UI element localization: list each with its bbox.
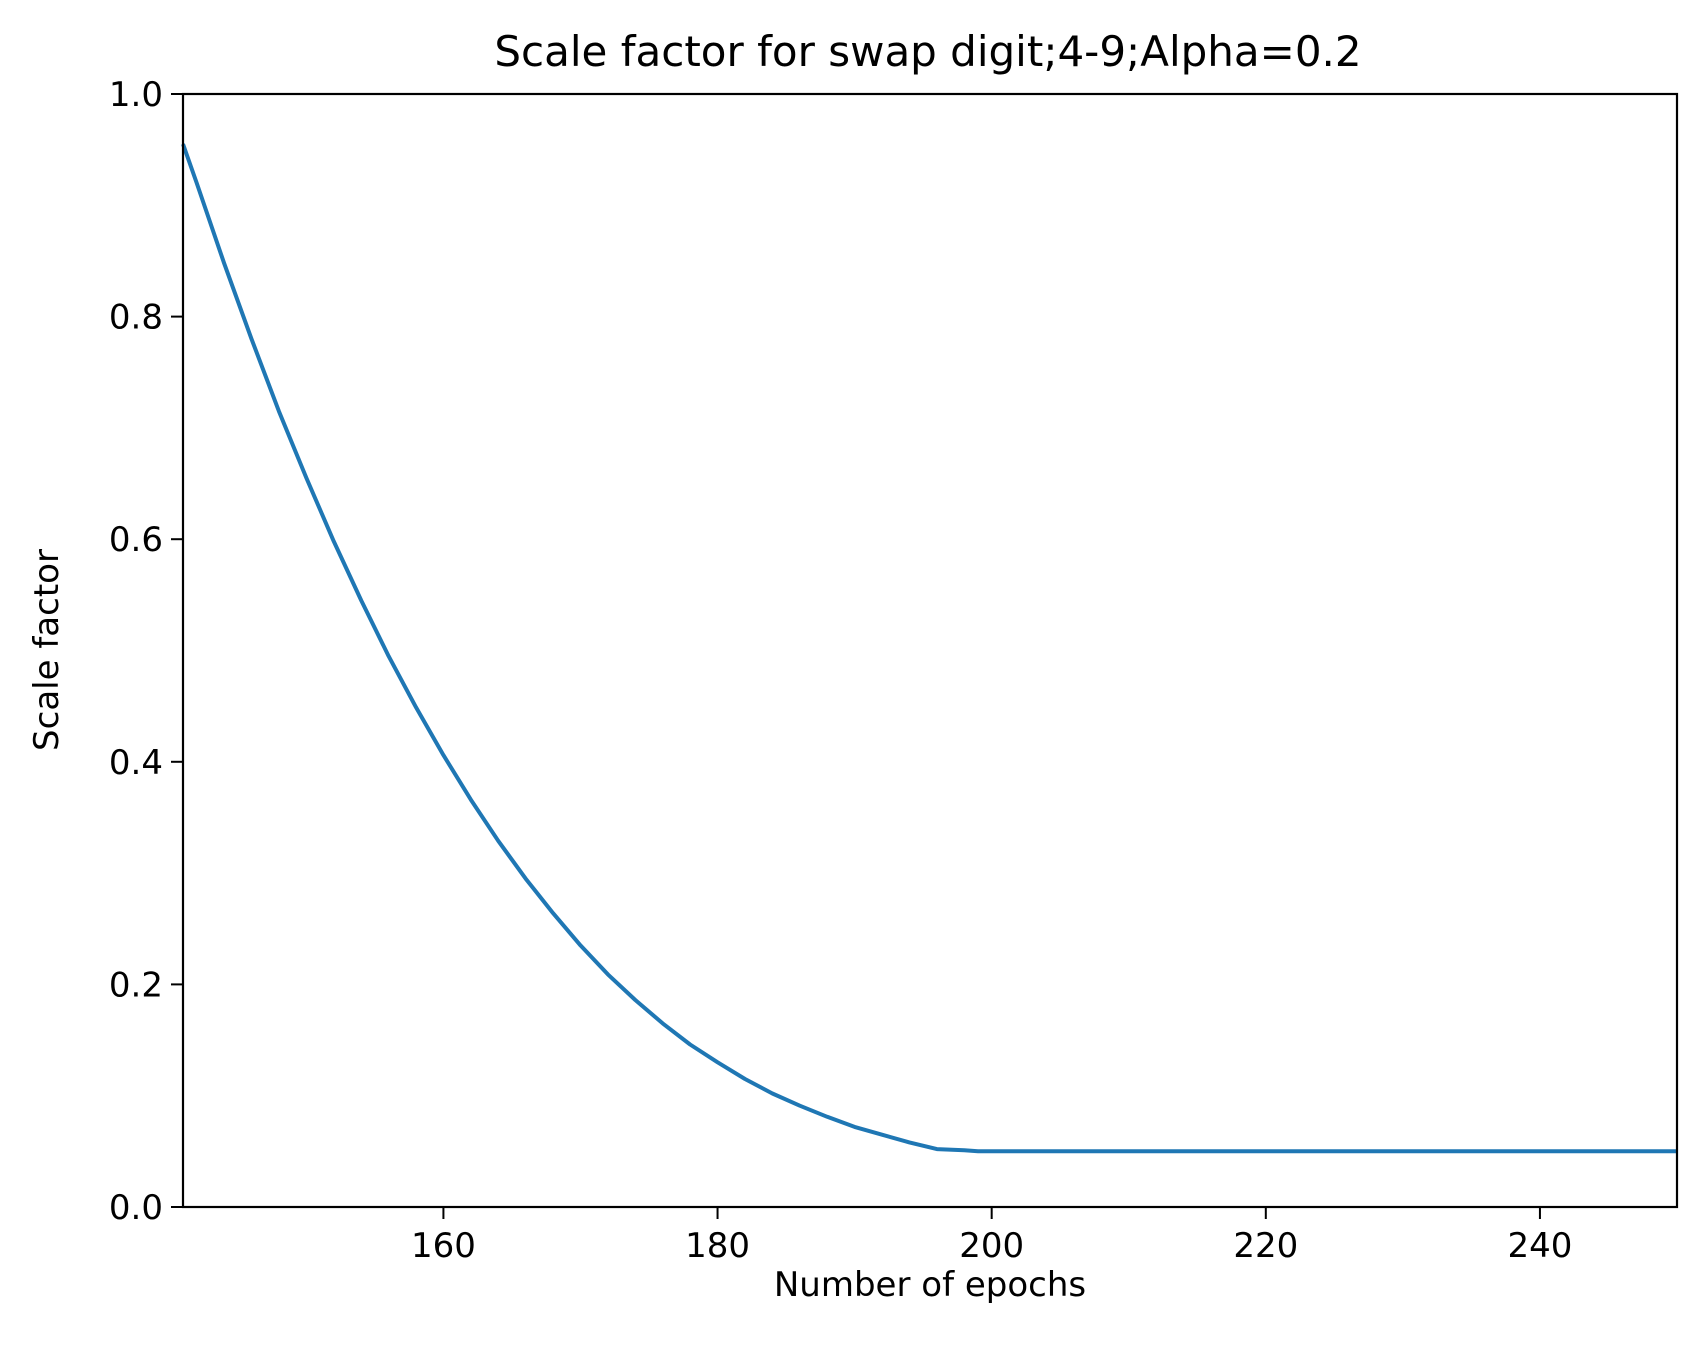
x-tick-label: 240 — [1507, 1226, 1572, 1266]
y-tick-label: 0.8 — [109, 298, 163, 338]
x-axis: 160 180 200 220 240 — [411, 1207, 1572, 1266]
y-tick-label: 0.4 — [109, 743, 163, 783]
x-axis-label: Number of epochs — [774, 1265, 1086, 1305]
chart-title: Scale factor for swap digit;4-9;Alpha=0.… — [494, 27, 1361, 76]
y-axis-label: Scale factor — [27, 549, 67, 751]
y-tick-label: 0.6 — [109, 520, 163, 560]
y-axis: 0.0 0.2 0.4 0.6 0.8 1.0 — [109, 75, 183, 1228]
plot-area — [181, 92, 1679, 1209]
series-line — [181, 143, 1677, 1154]
x-tick-label: 180 — [685, 1226, 750, 1266]
plot-frame — [181, 92, 1679, 1209]
x-tick-label: 160 — [411, 1226, 476, 1266]
y-tick-label: 0.2 — [109, 965, 163, 1005]
y-tick-label: 0.0 — [109, 1188, 163, 1228]
y-tick-label: 1.0 — [109, 75, 163, 115]
x-tick-label: 200 — [959, 1226, 1024, 1266]
x-tick-label: 220 — [1233, 1226, 1298, 1266]
